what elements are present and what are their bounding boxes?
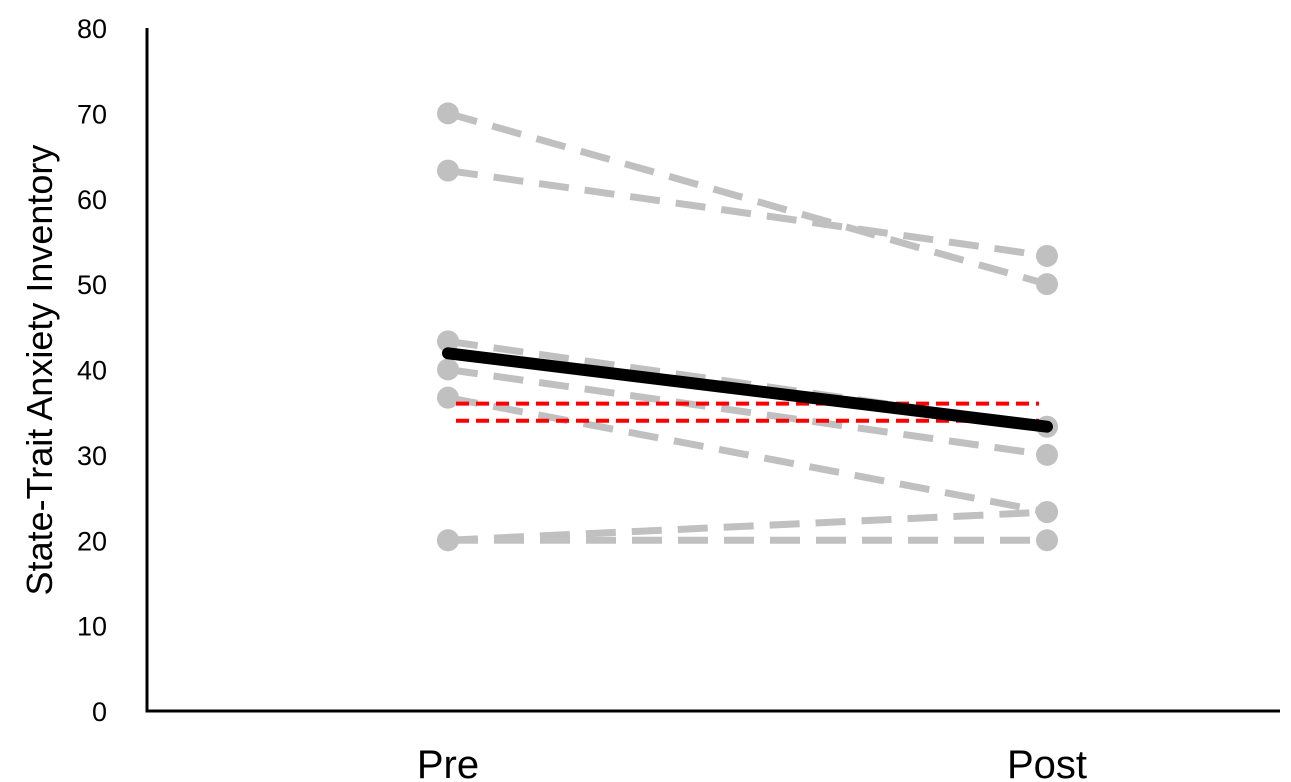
y-tick-label: 50 — [77, 270, 107, 300]
individual-line-segment — [447, 167, 1048, 260]
individual-point — [1036, 244, 1058, 267]
y-tick-label: 80 — [77, 14, 107, 44]
individual-point — [1036, 443, 1058, 466]
individual-line-4 — [437, 358, 1058, 466]
individual-line-segment — [447, 366, 1048, 459]
reference-lines — [456, 401, 1039, 423]
individual-point — [437, 102, 459, 125]
individual-point — [437, 330, 459, 353]
individual-line-5 — [437, 386, 1058, 524]
individual-series — [437, 102, 1058, 552]
y-tick-label: 10 — [77, 612, 107, 642]
individual-line-segment — [447, 508, 1048, 544]
individual-line-1 — [437, 102, 1058, 296]
individual-line-segment — [447, 394, 1048, 516]
individual-point — [1036, 273, 1058, 296]
individual-point — [1036, 501, 1058, 524]
y-tick-label: 40 — [77, 356, 107, 386]
y-tick-label: 30 — [77, 441, 107, 471]
y-tick-label: 20 — [77, 526, 107, 556]
x-category-labels: Pre Post — [417, 743, 1087, 782]
individual-line-2 — [437, 159, 1058, 267]
x-category-label: Pre — [417, 743, 479, 782]
mean-series — [442, 347, 1053, 433]
y-tick-label: 0 — [92, 697, 107, 727]
individual-point — [437, 159, 459, 182]
y-tick-labels: 0 10 20 30 40 50 60 70 80 — [77, 14, 107, 727]
y-axis-title: State-Trait Anxiety Inventory — [19, 145, 60, 596]
individual-point — [437, 386, 459, 409]
y-tick-label: 70 — [77, 99, 107, 129]
y-axis-title-group: State-Trait Anxiety Inventory — [19, 145, 60, 596]
individual-line-7 — [437, 529, 1058, 552]
x-category-label: Post — [1007, 743, 1087, 782]
axes — [145, 28, 1280, 713]
mean-line — [442, 347, 1053, 433]
individual-point — [1036, 529, 1058, 552]
individual-point — [437, 358, 459, 381]
individual-line-segment — [447, 110, 1048, 288]
y-tick-label: 60 — [77, 185, 107, 215]
individual-point — [437, 529, 459, 552]
